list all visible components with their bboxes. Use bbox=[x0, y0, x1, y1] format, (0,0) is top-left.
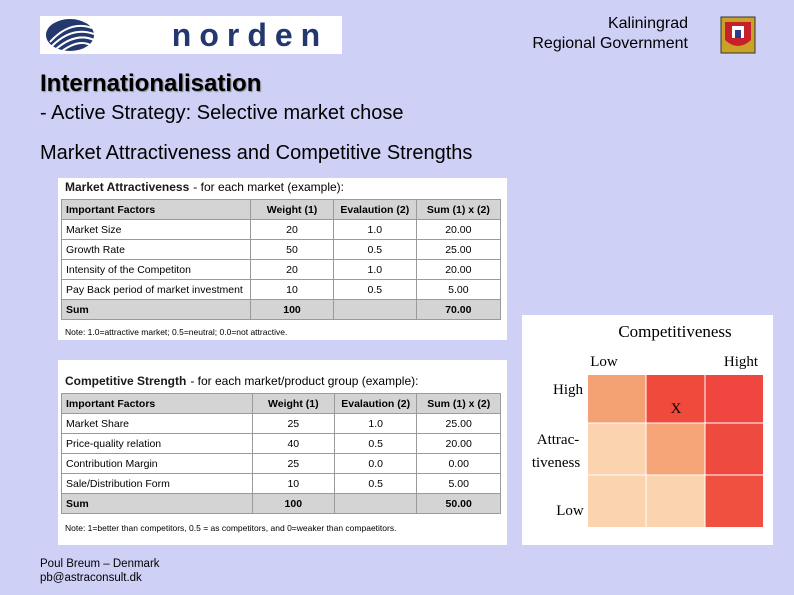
logo-text: norden bbox=[172, 17, 328, 53]
table: Important Factors Weight (1) Evalaution (2… bbox=[61, 393, 501, 514]
cell: 25.00 bbox=[415, 239, 502, 260]
row: Market Share 25 1.0 25.00 bbox=[61, 413, 501, 434]
cell: 25 bbox=[251, 413, 335, 434]
cell: Growth Rate bbox=[60, 239, 252, 260]
table-note: Note: 1.0=attractive market; 0.5=neutral… bbox=[65, 327, 288, 337]
cell: 20.00 bbox=[415, 219, 502, 240]
cell: 20.00 bbox=[415, 259, 502, 280]
cell: 25 bbox=[251, 453, 335, 474]
matrix: Competitiveness Low Hight High Attrac- t… bbox=[532, 322, 763, 527]
cell: 0.5 bbox=[333, 473, 418, 494]
logo-box: norden bbox=[40, 16, 342, 54]
cell: 1.0 bbox=[333, 413, 418, 434]
header-cell: Weight (1) bbox=[251, 393, 335, 414]
row: Price-quality relation 40 0.5 20.00 bbox=[61, 433, 501, 454]
footer-line: Poul Breum – Denmark bbox=[40, 558, 160, 570]
header-cell: Evalaution (2) bbox=[332, 199, 417, 220]
table: Important Factors Weight (1) Evalaution (2… bbox=[60, 199, 502, 320]
cell: 50 bbox=[250, 239, 334, 260]
subtitle: - Active Strategy: Selective market chos… bbox=[40, 102, 404, 124]
cell: Contribution Margin bbox=[61, 453, 253, 474]
table-panel: Market Attractiveness - for each market (… bbox=[58, 178, 507, 340]
footer: Poul Breum – Denmark pb@astraconsult.dk bbox=[40, 557, 160, 585]
cell: 10 bbox=[251, 473, 335, 494]
sum-total: 70.00 bbox=[415, 299, 502, 320]
cell: Market Size bbox=[60, 219, 252, 240]
cell: 20 bbox=[250, 219, 334, 240]
caption-rest: - for each market/product group (example… bbox=[190, 374, 419, 388]
row-label: High bbox=[553, 382, 584, 398]
cell: Pay Back period of market investment bbox=[60, 279, 252, 300]
cell: 5.00 bbox=[416, 473, 501, 494]
row: Contribution Margin 25 0.0 0.00 bbox=[61, 453, 501, 474]
logo: norden bbox=[46, 17, 328, 53]
table-note: Note: 1=better than competitors, 0.5 = a… bbox=[65, 523, 397, 533]
cell: 40 bbox=[251, 433, 335, 454]
cell: 0.5 bbox=[332, 239, 417, 260]
marker: X bbox=[671, 401, 682, 417]
cell: 0.0 bbox=[333, 453, 418, 474]
header-cell: Sum (1) x (2) bbox=[415, 199, 502, 220]
cell: 0.5 bbox=[332, 279, 417, 300]
row: Intensity of the Competiton 20 1.0 20.00 bbox=[60, 259, 502, 280]
caption-bold: Competitive Strength bbox=[65, 374, 187, 388]
row: Market Size 20 1.0 20.00 bbox=[60, 219, 502, 240]
row: Pay Back period of market investment 10 0.… bbox=[60, 279, 502, 300]
cell: 20 bbox=[250, 259, 334, 280]
cell: Intensity of the Competiton bbox=[60, 259, 252, 280]
sum-empty bbox=[332, 299, 417, 320]
cell: Sale/Distribution Form bbox=[61, 473, 253, 494]
table-caption: Market Attractiveness - for each market (… bbox=[65, 180, 344, 194]
org-line: Kaliningrad bbox=[607, 15, 688, 32]
cell: 5.00 bbox=[415, 279, 502, 300]
org-line: Regional Government bbox=[532, 35, 688, 52]
matrix-panel: Competitiveness Low Hight High Attrac- t… bbox=[522, 315, 773, 545]
cell: Market Share bbox=[61, 413, 253, 434]
heading: Market Attractiveness and Competitive St… bbox=[40, 142, 473, 164]
cell: 10 bbox=[250, 279, 334, 300]
sum-weight: 100 bbox=[251, 493, 335, 514]
header-cell: Evalaution (2) bbox=[333, 393, 418, 414]
org-name: Kaliningrad Regional Government bbox=[532, 14, 688, 54]
caption-bold: Market Attractiveness bbox=[65, 180, 190, 194]
row-label: Attrac- bbox=[537, 432, 579, 448]
sum-row: Sum 100 50.00 bbox=[61, 493, 501, 514]
footer-line: pb@astraconsult.dk bbox=[40, 572, 142, 584]
sum-label: Sum bbox=[61, 493, 253, 514]
row: Sale/Distribution Form 10 0.5 5.00 bbox=[61, 473, 501, 494]
sum-row: Sum 100 70.00 bbox=[60, 299, 502, 320]
header-row: Important Factors Weight (1) Evalaution (2… bbox=[61, 393, 501, 414]
header-cell: Important Factors bbox=[61, 393, 253, 414]
header-cell: Sum (1) x (2) bbox=[416, 393, 501, 414]
sum-empty bbox=[333, 493, 418, 514]
crest bbox=[720, 16, 756, 54]
cell: 20.00 bbox=[416, 433, 501, 454]
header-row: Important Factors Weight (1) Evalaution (2… bbox=[60, 199, 502, 220]
row-label: tiveness bbox=[532, 455, 580, 471]
cell: 0.00 bbox=[416, 453, 501, 474]
cell: 25.00 bbox=[416, 413, 501, 434]
col-label: Low bbox=[590, 354, 618, 370]
caption-rest: - for each market (example): bbox=[193, 180, 344, 194]
sum-weight: 100 bbox=[250, 299, 334, 320]
table-caption: Competitive Strength - for each market/pr… bbox=[65, 374, 418, 388]
header-cell: Weight (1) bbox=[250, 199, 334, 220]
header-cell: Important Factors bbox=[60, 199, 252, 220]
title: Internationalisation bbox=[40, 70, 262, 97]
matrix-title: Competitiveness bbox=[618, 322, 731, 341]
cell: 1.0 bbox=[332, 219, 417, 240]
row-label: Low bbox=[556, 503, 584, 519]
sum-total: 50.00 bbox=[416, 493, 501, 514]
col-label: Hight bbox=[724, 354, 759, 370]
cell: 1.0 bbox=[332, 259, 417, 280]
sum-label: Sum bbox=[60, 299, 252, 320]
cell: 0.5 bbox=[333, 433, 418, 454]
cell: Price-quality relation bbox=[61, 433, 253, 454]
row: Growth Rate 50 0.5 25.00 bbox=[60, 239, 502, 260]
table-panel: Competitive Strength - for each market/pr… bbox=[58, 360, 507, 545]
